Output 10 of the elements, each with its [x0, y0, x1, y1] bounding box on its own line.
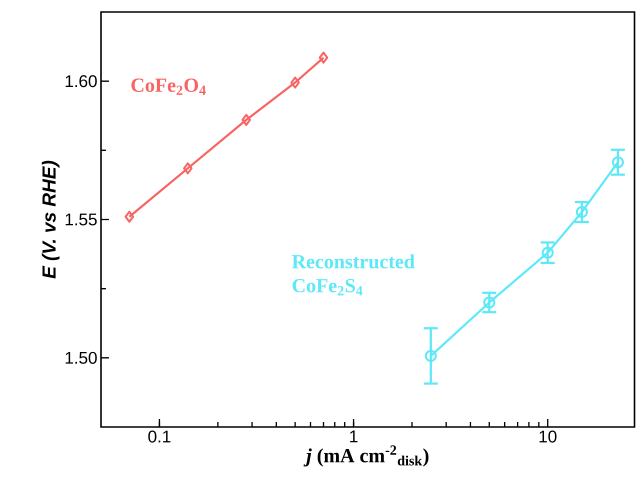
x-tick-label: 10	[540, 430, 556, 443]
text: CoFe$_{2}$O$_{4}$	[131, 78, 206, 95]
y-axis-title: E (V. vs RHE)	[42, 160, 60, 278]
y-tick-label: 1.60	[66, 75, 97, 88]
text: Reconstructed CoFe$_{2}$S$_{4}$	[292, 254, 415, 296]
x-tick-label: 1	[350, 430, 358, 442]
x-axis-title: j (mA cm$^{-2}$$_{disk}$)	[304, 445, 428, 466]
y-tick-label: 1.50	[66, 352, 97, 364]
x-tick-label: 0.1	[148, 430, 170, 443]
y-tick-label: 1.55	[66, 214, 97, 226]
